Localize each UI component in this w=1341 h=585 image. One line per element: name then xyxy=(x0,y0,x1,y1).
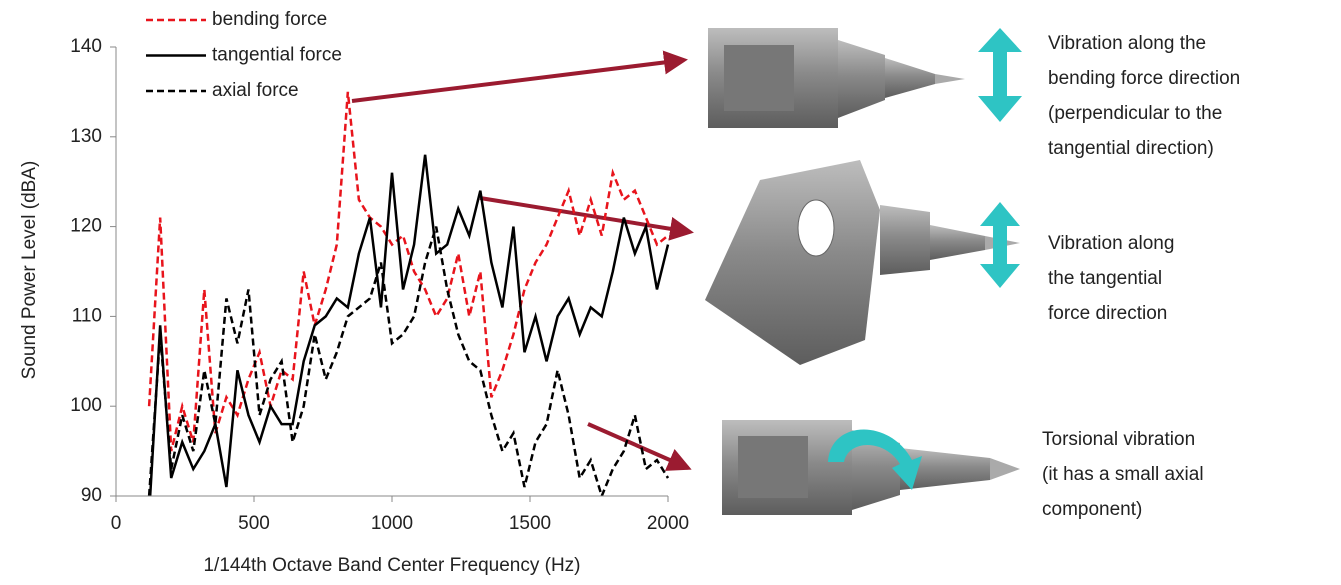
y-tick-label: 120 xyxy=(70,216,102,237)
annotation-line: Vibration along xyxy=(1048,233,1174,254)
legend-label: tangential force xyxy=(212,45,342,66)
legend-label: axial force xyxy=(212,80,299,101)
y-tick-label: 110 xyxy=(72,305,102,326)
y-tick-label: 90 xyxy=(81,485,102,506)
annotation-line: (perpendicular to the xyxy=(1048,103,1222,124)
x-tick-label: 1000 xyxy=(371,513,413,534)
y-tick-label: 140 xyxy=(70,36,102,57)
y-tick-label: 100 xyxy=(70,395,102,416)
bit-illustration-1 xyxy=(708,28,965,128)
chart: Sound Power Level (dBA) 1/144th Octave B… xyxy=(0,0,1341,585)
x-tick-label: 500 xyxy=(238,513,270,534)
annotation-line: the tangential xyxy=(1048,268,1162,289)
annotation-line: Torsional vibration xyxy=(1042,429,1195,450)
y-axis-title: Sound Power Level (dBA) xyxy=(19,161,40,380)
x-axis-title: 1/144th Octave Band Center Frequency (Hz… xyxy=(203,555,580,576)
annotation-line: force direction xyxy=(1048,303,1167,324)
annotation-line: tangential direction) xyxy=(1048,138,1214,159)
pointer-arrows xyxy=(352,60,690,468)
legend-label: bending force xyxy=(212,9,327,30)
annotation-line: bending force direction xyxy=(1048,68,1240,89)
x-tick-label: 1500 xyxy=(509,513,551,534)
annotation-line: (it has a small axial xyxy=(1042,464,1204,485)
annotation-line: component) xyxy=(1042,499,1142,520)
annotation-line: Vibration along the xyxy=(1048,33,1206,54)
x-tick-label: 0 xyxy=(111,513,122,534)
bit-illustration-2 xyxy=(705,160,1020,365)
x-tick-label: 2000 xyxy=(647,513,689,534)
y-tick-label: 130 xyxy=(70,126,102,147)
